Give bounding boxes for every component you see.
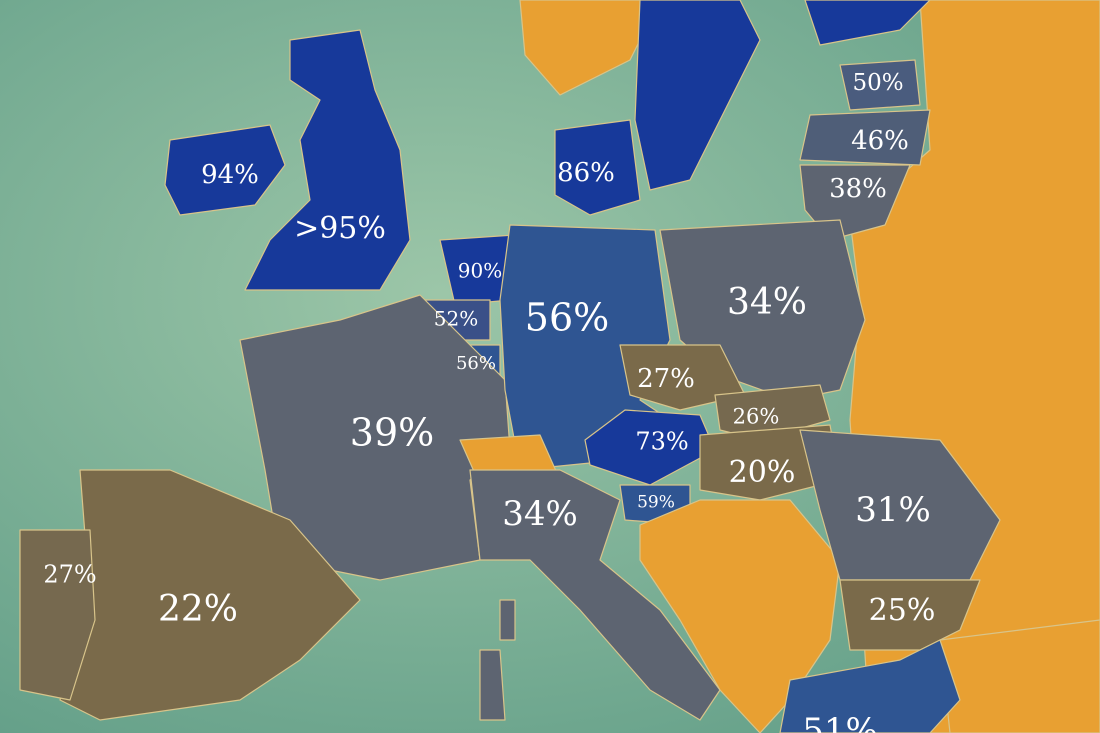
portugal xyxy=(19,529,96,701)
region-label: 20% xyxy=(729,455,796,490)
estonia xyxy=(839,59,921,111)
region-label: 56% xyxy=(525,296,609,340)
finland xyxy=(804,0,931,46)
region-label: 56% xyxy=(456,353,496,374)
turkey xyxy=(939,619,1100,733)
region-label: 51% xyxy=(802,711,878,733)
sardinia xyxy=(479,649,506,721)
united-kingdom xyxy=(244,29,411,291)
sweden xyxy=(634,0,761,191)
region-label: 34% xyxy=(727,282,807,323)
region-label: 31% xyxy=(855,490,931,530)
region-label: 94% xyxy=(201,160,259,190)
region-label: 39% xyxy=(350,411,434,455)
region-label: 52% xyxy=(434,307,478,331)
norway xyxy=(519,0,661,96)
region-label: 38% xyxy=(829,174,887,204)
region-label: >95% xyxy=(294,211,386,246)
region-label: 26% xyxy=(733,405,780,429)
countries xyxy=(19,0,1100,733)
region-label: 27% xyxy=(637,364,695,394)
latvia xyxy=(799,109,931,166)
region-label: 22% xyxy=(158,589,238,630)
region-label: 25% xyxy=(869,593,936,628)
czechia xyxy=(619,344,746,411)
region-label: 86% xyxy=(557,158,615,188)
region-label: 90% xyxy=(458,259,502,283)
ireland xyxy=(164,124,286,216)
region-label: 46% xyxy=(851,126,909,156)
region-label: 59% xyxy=(637,493,675,513)
region-label: 50% xyxy=(852,70,903,96)
region-label: 34% xyxy=(502,494,578,534)
region-label: 27% xyxy=(43,561,96,589)
region-label: 73% xyxy=(635,428,688,456)
denmark xyxy=(554,119,641,216)
corsica xyxy=(499,599,516,641)
italy xyxy=(469,469,721,721)
labels: 94% >95% 86% 50% 46% 38% 90% 52% 56% 56%… xyxy=(43,70,935,733)
greece xyxy=(779,639,961,733)
